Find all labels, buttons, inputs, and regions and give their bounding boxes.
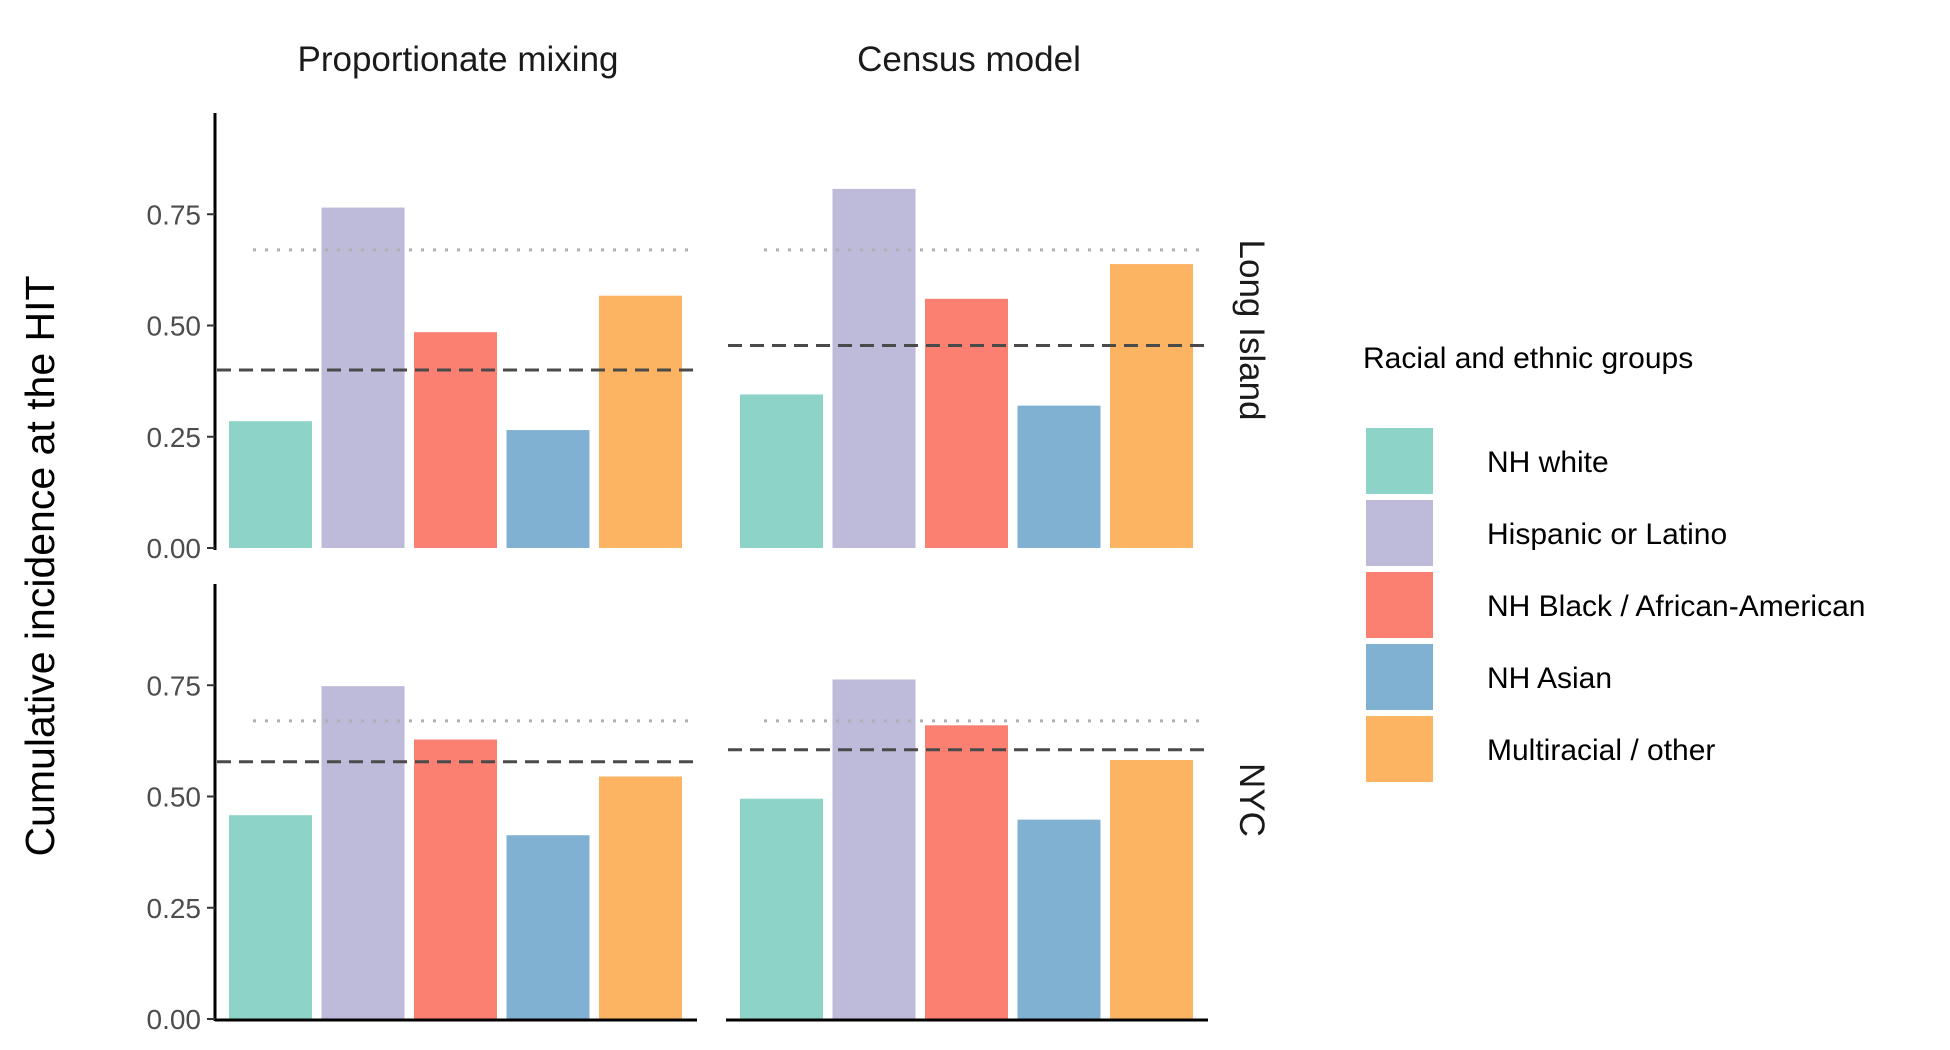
bar [599,295,682,548]
bar [832,188,916,548]
y-tick-label: 0.00 [147,1004,202,1035]
bar [740,394,823,548]
legend-label: NH white [1487,446,1609,479]
legend-title: Racial and ethnic groups [1363,342,1693,375]
y-tick-label: 0.25 [147,422,202,453]
legend-swatch [1366,572,1433,638]
bar [599,776,682,1019]
bar [925,725,1008,1019]
bar [414,739,497,1019]
legend-label: Hispanic or Latino [1487,518,1727,551]
y-tick-label: 0.00 [147,533,202,564]
bar [321,686,405,1019]
bar [1110,760,1193,1019]
bar [925,298,1008,548]
legend-label: NH Black / African-American [1487,590,1865,623]
legend-label: NH Asian [1487,662,1612,695]
facet-row-label: NYC [1232,763,1271,837]
bar [1017,819,1101,1019]
bar [229,815,312,1019]
y-tick-label: 0.25 [147,893,202,924]
legend-label: Multiracial / other [1487,734,1715,767]
bar [321,207,405,548]
bar [506,430,590,548]
legend-swatch [1366,644,1433,710]
facet-row-label: Long Island [1232,240,1271,421]
bar [414,332,497,548]
y-axis-label: Cumulative incidence at the HIT [17,275,63,856]
bar [1110,264,1193,548]
bar [1017,405,1101,548]
legend-swatch [1366,428,1433,494]
bar [506,835,590,1019]
bar [229,421,312,548]
legend-swatch [1366,500,1433,566]
y-tick-label: 0.75 [147,199,202,230]
bar [832,679,916,1019]
facet-column-label: Census model [857,40,1081,79]
legend: Racial and ethnic groups NH white Hispani… [1363,342,1865,782]
y-tick-label: 0.50 [147,311,202,342]
bar [740,798,823,1019]
panels: Proportionate mixing Census model Long Isl… [147,40,1272,1035]
legend-swatch [1366,716,1433,782]
facet-column-label: Proportionate mixing [298,40,619,79]
y-tick-label: 0.50 [147,782,202,813]
y-tick-label: 0.75 [147,670,202,701]
